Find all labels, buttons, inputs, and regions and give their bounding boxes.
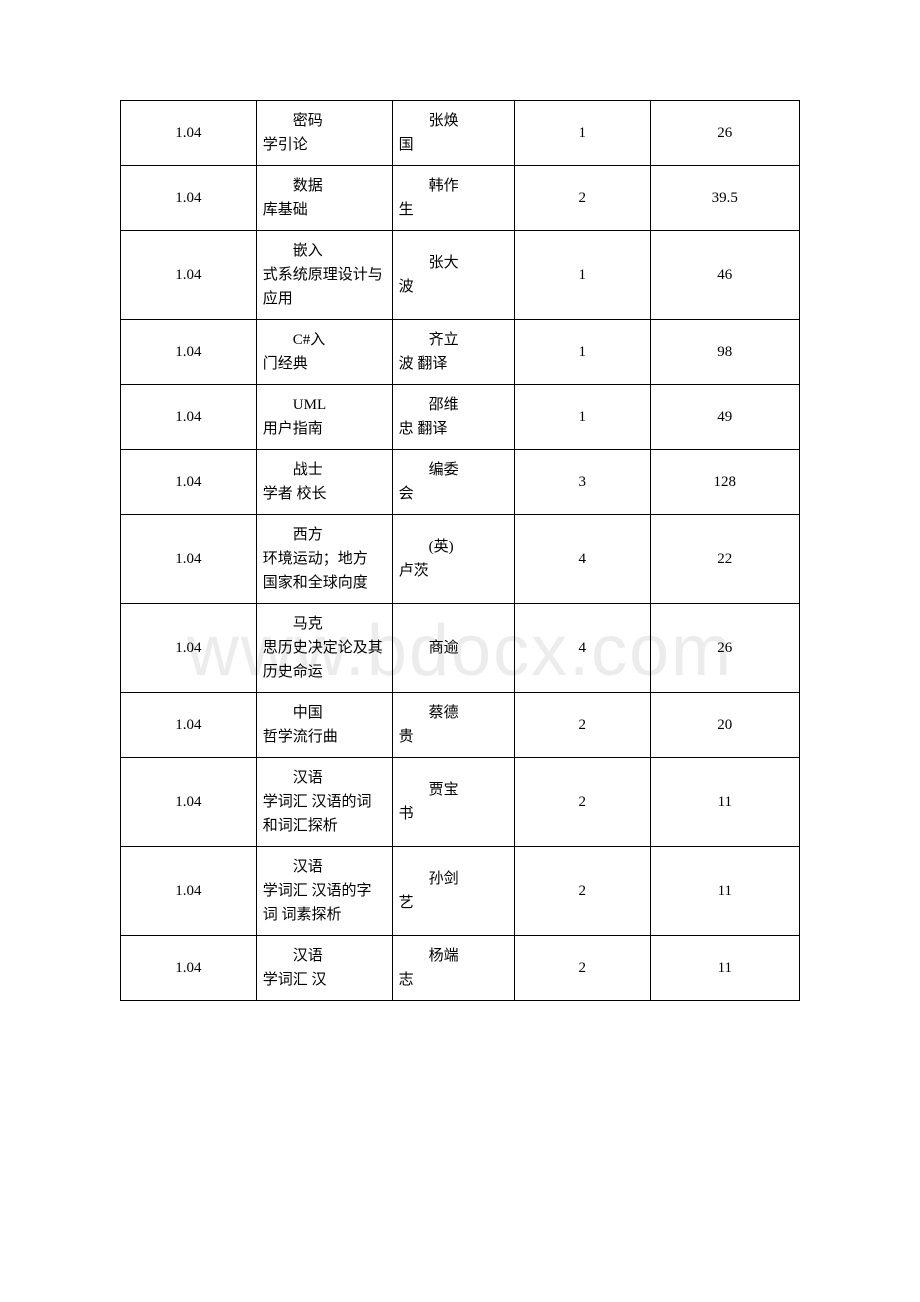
- author-cell: 张焕国: [392, 101, 514, 166]
- qty-cell: 1: [514, 320, 650, 385]
- code-cell: 1.04: [121, 693, 257, 758]
- qty-cell: 4: [514, 515, 650, 604]
- price-cell: 39.5: [650, 166, 799, 231]
- title-cell: 密码学引论: [256, 101, 392, 166]
- qty-cell: 4: [514, 604, 650, 693]
- author-cell: 齐立波 翻译: [392, 320, 514, 385]
- table-row: 1.04数据库基础韩作生239.5: [121, 166, 800, 231]
- price-cell: 26: [650, 604, 799, 693]
- qty-cell: 1: [514, 231, 650, 320]
- qty-cell: 2: [514, 847, 650, 936]
- author-cell: 张大波: [392, 231, 514, 320]
- qty-cell: 2: [514, 693, 650, 758]
- table-row: 1.04UML用户指南邵维忠 翻译149: [121, 385, 800, 450]
- code-cell: 1.04: [121, 515, 257, 604]
- table-row: 1.04战士学者 校长编委会3128: [121, 450, 800, 515]
- table-row: 1.04嵌入式系统原理设计与应用张大波146: [121, 231, 800, 320]
- price-cell: 22: [650, 515, 799, 604]
- title-cell: 战士学者 校长: [256, 450, 392, 515]
- title-cell: 数据库基础: [256, 166, 392, 231]
- qty-cell: 2: [514, 936, 650, 1001]
- title-cell: 马克思历史决定论及其历史命运: [256, 604, 392, 693]
- title-cell: UML用户指南: [256, 385, 392, 450]
- code-cell: 1.04: [121, 450, 257, 515]
- qty-cell: 3: [514, 450, 650, 515]
- code-cell: 1.04: [121, 385, 257, 450]
- data-table: 1.04密码学引论张焕国1261.04数据库基础韩作生239.51.04嵌入式系…: [120, 100, 800, 1001]
- title-cell: 汉语学词汇 汉语的字 词 词素探析: [256, 847, 392, 936]
- code-cell: 1.04: [121, 604, 257, 693]
- code-cell: 1.04: [121, 758, 257, 847]
- author-cell: 邵维忠 翻译: [392, 385, 514, 450]
- price-cell: 11: [650, 936, 799, 1001]
- price-cell: 49: [650, 385, 799, 450]
- author-cell: 蔡德贵: [392, 693, 514, 758]
- price-cell: 20: [650, 693, 799, 758]
- title-cell: 嵌入式系统原理设计与应用: [256, 231, 392, 320]
- code-cell: 1.04: [121, 231, 257, 320]
- table-row: 1.04密码学引论张焕国126: [121, 101, 800, 166]
- table-row: 1.04C#入门经典齐立波 翻译198: [121, 320, 800, 385]
- author-cell: 商逾: [392, 604, 514, 693]
- code-cell: 1.04: [121, 320, 257, 385]
- title-cell: 汉语学词汇 汉语的词和词汇探析: [256, 758, 392, 847]
- qty-cell: 1: [514, 385, 650, 450]
- qty-cell: 2: [514, 166, 650, 231]
- author-cell: 贾宝书: [392, 758, 514, 847]
- price-cell: 128: [650, 450, 799, 515]
- price-cell: 98: [650, 320, 799, 385]
- title-cell: C#入门经典: [256, 320, 392, 385]
- qty-cell: 1: [514, 101, 650, 166]
- author-cell: 杨端志: [392, 936, 514, 1001]
- code-cell: 1.04: [121, 847, 257, 936]
- title-cell: 中国哲学流行曲: [256, 693, 392, 758]
- author-cell: 韩作生: [392, 166, 514, 231]
- code-cell: 1.04: [121, 936, 257, 1001]
- title-cell: 汉语学词汇 汉: [256, 936, 392, 1001]
- table-row: 1.04西方环境运动；地方 国家和全球向度(英)卢茨422: [121, 515, 800, 604]
- author-cell: 孙剑艺: [392, 847, 514, 936]
- table-row: 1.04中国哲学流行曲蔡德贵220: [121, 693, 800, 758]
- price-cell: 11: [650, 847, 799, 936]
- table-row: 1.04汉语学词汇 汉语的词和词汇探析贾宝书211: [121, 758, 800, 847]
- price-cell: 11: [650, 758, 799, 847]
- table-row: 1.04汉语学词汇 汉语的字 词 词素探析孙剑艺211: [121, 847, 800, 936]
- code-cell: 1.04: [121, 166, 257, 231]
- author-cell: (英)卢茨: [392, 515, 514, 604]
- table-row: 1.04马克思历史决定论及其历史命运商逾426: [121, 604, 800, 693]
- author-cell: 编委会: [392, 450, 514, 515]
- price-cell: 26: [650, 101, 799, 166]
- title-cell: 西方环境运动；地方 国家和全球向度: [256, 515, 392, 604]
- code-cell: 1.04: [121, 101, 257, 166]
- table-row: 1.04汉语学词汇 汉杨端志211: [121, 936, 800, 1001]
- qty-cell: 2: [514, 758, 650, 847]
- price-cell: 46: [650, 231, 799, 320]
